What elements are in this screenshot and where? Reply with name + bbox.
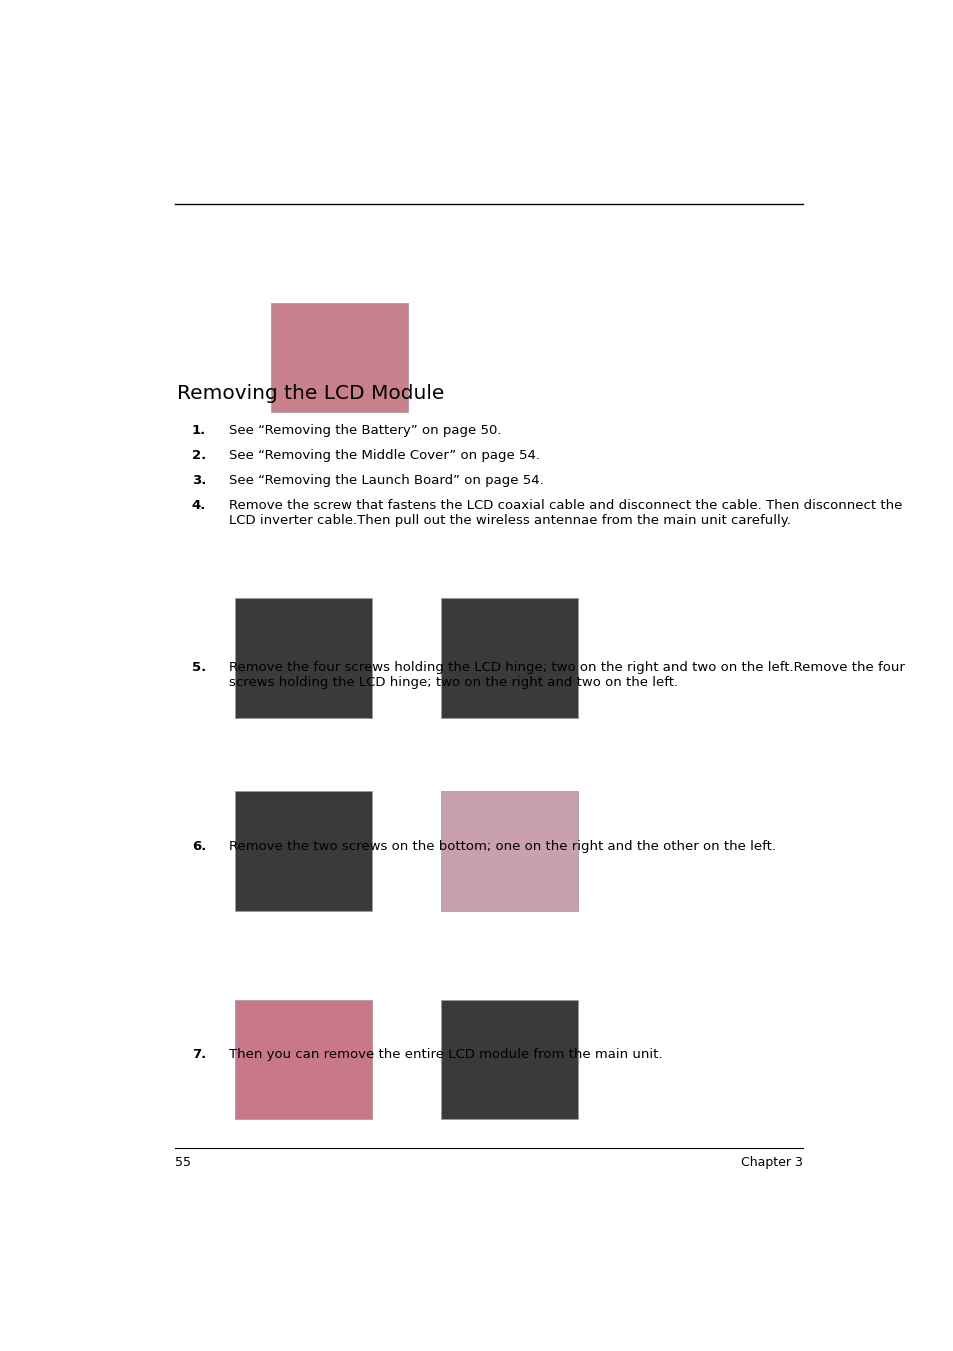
Text: See “Removing the Battery” on page 50.: See “Removing the Battery” on page 50. <box>229 424 500 438</box>
Text: See “Removing the Middle Cover” on page 54.: See “Removing the Middle Cover” on page … <box>229 450 539 462</box>
Text: 2.: 2. <box>192 450 206 462</box>
FancyBboxPatch shape <box>440 792 577 911</box>
Text: 1.: 1. <box>192 424 206 438</box>
Text: Then you can remove the entire LCD module from the main unit.: Then you can remove the entire LCD modul… <box>229 1048 661 1062</box>
Text: 7.: 7. <box>192 1048 206 1062</box>
FancyBboxPatch shape <box>271 303 407 412</box>
FancyBboxPatch shape <box>235 598 372 717</box>
Text: 4.: 4. <box>192 499 206 512</box>
Text: Remove the screw that fastens the LCD coaxial cable and disconnect the cable. Th: Remove the screw that fastens the LCD co… <box>229 499 902 527</box>
FancyBboxPatch shape <box>440 598 577 717</box>
Text: 6.: 6. <box>192 840 206 854</box>
Text: 3.: 3. <box>192 474 206 488</box>
Text: See “Removing the Launch Board” on page 54.: See “Removing the Launch Board” on page … <box>229 474 543 488</box>
FancyBboxPatch shape <box>440 1000 577 1119</box>
Text: Chapter 3: Chapter 3 <box>740 1156 802 1170</box>
Text: 55: 55 <box>174 1156 191 1170</box>
Text: 5.: 5. <box>192 662 206 674</box>
Text: Remove the four screws holding the LCD hinge; two on the right and two on the le: Remove the four screws holding the LCD h… <box>229 662 903 689</box>
Text: Removing the LCD Module: Removing the LCD Module <box>176 384 444 403</box>
FancyBboxPatch shape <box>235 1000 372 1119</box>
FancyBboxPatch shape <box>235 792 372 911</box>
Text: Remove the two screws on the bottom; one on the right and the other on the left.: Remove the two screws on the bottom; one… <box>229 840 775 854</box>
